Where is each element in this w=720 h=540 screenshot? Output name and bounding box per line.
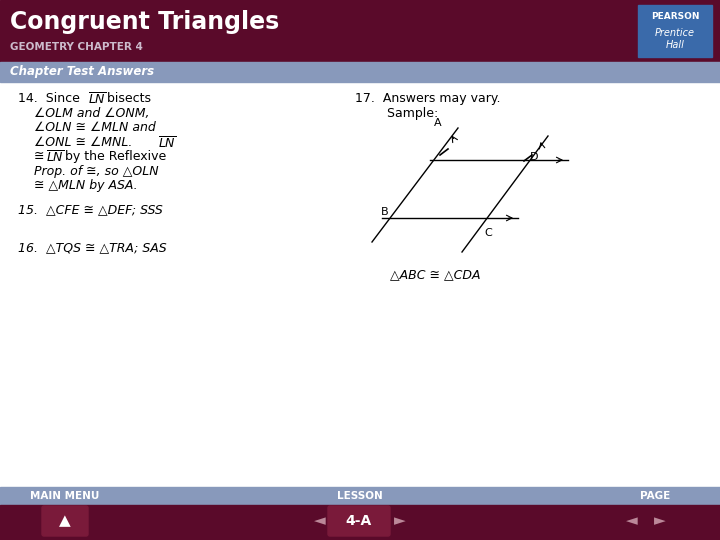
Text: by the Reflexive: by the Reflexive — [61, 150, 166, 163]
Text: ◄: ◄ — [314, 514, 326, 529]
Text: ►: ► — [654, 514, 666, 529]
Bar — [0, 0, 720, 62]
Text: △ABC ≅ △CDA: △ABC ≅ △CDA — [390, 268, 480, 281]
Text: 14.  Since: 14. Since — [18, 92, 84, 105]
Text: ≅: ≅ — [34, 150, 48, 163]
Text: $\overline{LN}$: $\overline{LN}$ — [88, 92, 107, 107]
Text: GEOMETRY CHAPTER 4: GEOMETRY CHAPTER 4 — [10, 42, 143, 52]
Text: Hall: Hall — [665, 40, 685, 50]
Text: B: B — [380, 207, 388, 217]
Bar — [0, 62, 720, 82]
Text: Sample:: Sample: — [355, 106, 438, 119]
Bar — [638, 5, 712, 57]
Text: C: C — [484, 228, 492, 238]
Bar — [635, 3, 715, 59]
Bar — [0, 505, 720, 540]
Text: MAIN MENU: MAIN MENU — [30, 491, 99, 501]
FancyBboxPatch shape — [328, 506, 390, 536]
Text: ◄: ◄ — [626, 514, 638, 529]
Text: ∠OLM and ∠ONM,: ∠OLM and ∠ONM, — [34, 106, 150, 119]
Text: 16.  △TQS ≅ △TRA; SAS: 16. △TQS ≅ △TRA; SAS — [18, 241, 166, 254]
FancyBboxPatch shape — [42, 506, 88, 536]
Text: LESSON: LESSON — [337, 491, 383, 501]
Text: Chapter Test Answers: Chapter Test Answers — [10, 65, 154, 78]
Text: 15.  △CFE ≅ △DEF; SSS: 15. △CFE ≅ △DEF; SSS — [18, 203, 163, 216]
Text: ≅ △MLN by ASA.: ≅ △MLN by ASA. — [34, 179, 138, 192]
Text: PAGE: PAGE — [640, 491, 670, 501]
Text: ►: ► — [394, 514, 406, 529]
Text: Congruent Triangles: Congruent Triangles — [10, 10, 279, 34]
Text: D: D — [530, 152, 539, 162]
Text: $\overline{LN}$: $\overline{LN}$ — [158, 136, 176, 151]
Text: ∠OLN ≅ ∠MLN and: ∠OLN ≅ ∠MLN and — [34, 121, 156, 134]
Text: Prop. of ≅, so △OLN: Prop. of ≅, so △OLN — [34, 165, 158, 178]
Text: PEARSON: PEARSON — [651, 12, 699, 21]
Text: ∠ONL ≅ ∠MNL.: ∠ONL ≅ ∠MNL. — [34, 136, 136, 148]
Text: Prentice: Prentice — [655, 28, 695, 38]
Text: ▲: ▲ — [59, 514, 71, 529]
Text: A: A — [434, 118, 442, 128]
Text: bisects: bisects — [103, 92, 151, 105]
Bar — [0, 487, 720, 505]
Text: 17.  Answers may vary.: 17. Answers may vary. — [355, 92, 500, 105]
Text: 4-A: 4-A — [346, 514, 372, 528]
Text: $\overline{LN}$: $\overline{LN}$ — [46, 150, 64, 165]
